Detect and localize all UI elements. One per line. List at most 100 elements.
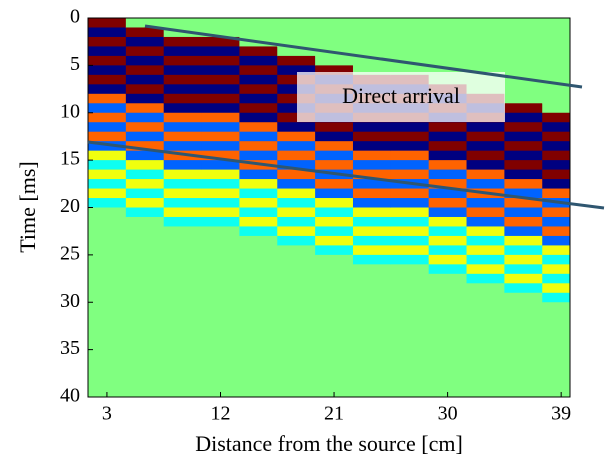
cell: [125, 65, 165, 76]
y-tick-label: 25: [60, 242, 80, 264]
cell: [390, 226, 430, 237]
cell: [163, 321, 203, 332]
y-tick-label: 40: [60, 385, 80, 407]
cell: [239, 330, 278, 341]
cell: [163, 368, 203, 379]
cell: [542, 36, 570, 47]
cell: [466, 302, 505, 313]
cell: [315, 55, 354, 66]
cell: [542, 150, 570, 161]
cell: [201, 169, 240, 180]
cell: [88, 65, 127, 76]
cell: [466, 311, 505, 322]
cell: [504, 207, 543, 218]
cell: [504, 387, 543, 397]
cell: [390, 188, 430, 199]
cell: [201, 74, 240, 85]
cell: [239, 74, 278, 85]
cell: [239, 359, 278, 370]
cell: [125, 141, 165, 152]
cell: [542, 103, 570, 114]
cell: [88, 321, 127, 332]
cell: [201, 93, 240, 104]
cell: [277, 273, 316, 284]
cell: [201, 216, 240, 227]
cell: [428, 283, 468, 294]
y-tick-label: 35: [60, 337, 80, 359]
cell: [277, 169, 316, 180]
cell: [125, 112, 165, 123]
cell: [277, 340, 316, 351]
cell: [88, 160, 127, 171]
cell: [88, 340, 127, 351]
cell: [466, 207, 505, 218]
cell: [504, 340, 543, 351]
cell: [504, 150, 543, 161]
cell: [201, 18, 240, 28]
cell: [125, 122, 165, 133]
cell: [542, 18, 570, 28]
cell: [504, 292, 543, 303]
cell: [542, 216, 570, 227]
cell: [504, 122, 543, 133]
cell: [352, 27, 392, 38]
cell: [239, 93, 278, 104]
cell: [315, 141, 354, 152]
cell: [201, 378, 240, 389]
cell: [239, 387, 278, 397]
cell: [163, 216, 203, 227]
cell: [390, 160, 430, 171]
cell: [466, 245, 505, 256]
cell: [466, 254, 505, 265]
cell: [163, 131, 203, 142]
cell: [352, 18, 392, 28]
cell: [239, 84, 278, 95]
cell: [504, 359, 543, 370]
cell: [125, 283, 165, 294]
cell: [277, 65, 316, 76]
cell: [163, 273, 203, 284]
cell: [352, 349, 392, 360]
cell: [201, 273, 240, 284]
cell: [125, 321, 165, 332]
cell: [277, 254, 316, 265]
cell: [390, 302, 430, 313]
cell: [163, 226, 203, 237]
cell: [466, 216, 505, 227]
cell: [390, 340, 430, 351]
cell: [428, 264, 468, 275]
cell: [277, 378, 316, 389]
cell: [163, 179, 203, 190]
cell: [277, 235, 316, 246]
cell: [315, 160, 354, 171]
cell: [125, 216, 165, 227]
cell: [88, 188, 127, 199]
cell: [542, 330, 570, 341]
x-tick-label: 3: [102, 403, 112, 425]
cell: [277, 311, 316, 322]
cell: [504, 302, 543, 313]
cell: [315, 131, 354, 142]
cell: [315, 65, 354, 76]
cell: [88, 141, 127, 152]
cell: [352, 283, 392, 294]
cell: [88, 302, 127, 313]
cell: [542, 368, 570, 379]
cell: [88, 226, 127, 237]
cell: [125, 160, 165, 171]
cell: [277, 198, 316, 208]
cell: [88, 273, 127, 284]
cell: [352, 359, 392, 370]
cell: [201, 368, 240, 379]
cell: [88, 36, 127, 47]
cell: [163, 359, 203, 370]
x-tick-label: 12: [210, 403, 230, 425]
cell: [239, 169, 278, 180]
cell: [315, 330, 354, 341]
cell: [428, 141, 468, 152]
cell: [315, 349, 354, 360]
cell: [466, 349, 505, 360]
cell: [466, 150, 505, 161]
cell: [277, 226, 316, 237]
cell: [239, 349, 278, 360]
